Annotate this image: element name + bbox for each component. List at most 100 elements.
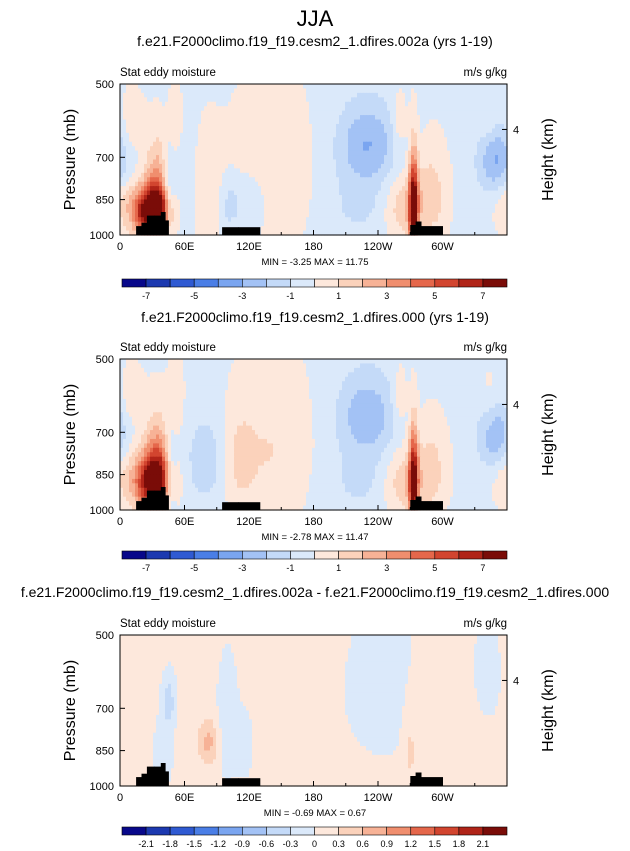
contour-cell [189,363,193,369]
contour-cell [366,115,370,121]
contour-cell [315,181,319,187]
contour-cell [153,84,157,90]
contour-cell [312,177,316,183]
contour-cell [372,84,376,90]
contour-cell [450,181,454,187]
contour-cell [381,106,385,112]
contour-cell [213,110,217,116]
contour-cell [393,128,397,134]
contour-cell [234,141,238,147]
contour-cell [378,92,382,98]
contour-cell [480,212,484,218]
contour-cell [147,376,151,382]
contour-cell [210,141,214,147]
contour-cell [243,186,247,192]
contour-cell [411,212,415,218]
contour-cell [324,84,328,90]
contour-cell [123,150,127,156]
contour-cell [198,146,202,152]
contour-cell [261,208,265,214]
contour-cell [162,101,166,107]
contour-cell [348,212,352,218]
contour-cell [378,137,382,143]
contour-cell [342,217,346,223]
contour-cell [435,128,439,134]
contour-cell [303,177,307,183]
contour-cell [162,123,166,130]
contour-cell [255,168,259,174]
contour-cell [255,177,259,183]
contour-cell [465,208,469,214]
contour-cell [153,146,157,152]
contour-cell [327,137,331,143]
contour-cell [333,226,337,232]
contour-cell [504,119,508,125]
contour-cell [246,155,250,161]
contour-cell [300,84,304,90]
contour-cell [339,177,343,183]
contour-cell [492,115,496,121]
contour-cell [201,92,205,98]
contour-cell [366,163,370,169]
contour-cell [471,208,475,214]
contour-cell [330,208,334,214]
contour-cell [321,181,325,187]
contour-cell [387,208,391,214]
contour-cell [429,359,433,365]
contour-cell [285,97,289,103]
contour-cell [324,190,328,196]
contour-cell [273,97,277,103]
contour-cell [189,150,193,156]
contour-cell [405,106,409,112]
contour-cell [432,203,436,209]
contour-cell [471,132,475,138]
contour-cell [345,190,349,196]
contour-cell [330,128,334,134]
contour-cell [141,119,145,125]
contour-cell [174,195,178,201]
contour-cell [423,203,427,209]
contour-cell [321,359,325,365]
contour-cell [237,186,241,192]
contour-cell [471,141,475,147]
contour-cell [453,226,457,232]
contour-cell [381,97,385,103]
contour-cell [291,168,295,174]
contour-cell [294,110,298,116]
contour-cell [459,137,463,143]
contour-cell [306,110,310,116]
contour-cell [159,155,163,161]
contour-cell [216,88,220,94]
contour-cell [489,221,493,227]
contour-cell [141,150,145,156]
contour-cell [150,208,154,214]
contour-cell [456,141,460,147]
contour-cell [204,372,208,378]
contour-cell [396,177,400,183]
contour-cell [375,128,379,134]
contour-cell [504,226,508,232]
contour-cell [357,212,361,218]
contour-cell [129,155,133,161]
contour-cell [336,159,340,165]
contour-cell [504,181,508,187]
contour-cell [180,367,184,373]
contour-cell [405,177,409,183]
contour-cell [429,372,433,378]
contour-cell [480,92,484,98]
contour-cell [207,190,211,196]
contour-cell [495,137,499,143]
contour-cell [495,367,499,373]
contour-cell [147,132,151,138]
contour-cell [258,146,262,152]
contour-cell [480,177,484,183]
contour-cell [189,230,193,236]
contour-cell [360,159,364,165]
contour-cell [330,221,334,227]
contour-cell [405,123,409,130]
contour-cell [471,363,475,369]
contour-cell [459,101,463,107]
contour-cell [462,110,466,116]
contour-cell [270,181,274,187]
contour-cell [318,217,322,223]
